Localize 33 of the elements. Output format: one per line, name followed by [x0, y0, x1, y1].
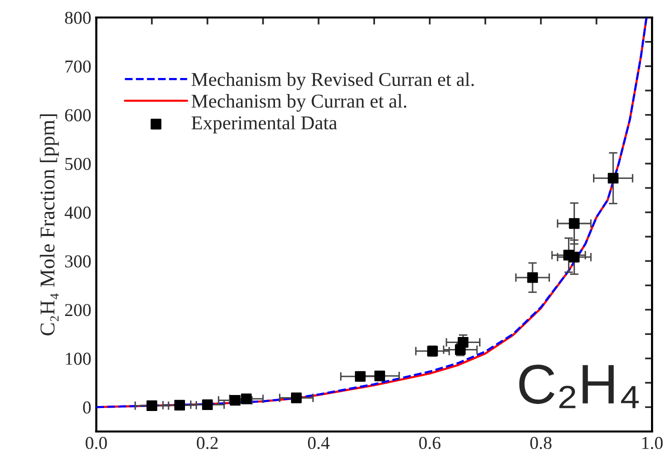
- point: [202, 399, 213, 410]
- legend-label: Mechanism by Revised Curran et al.: [192, 72, 474, 90]
- point: [354, 371, 366, 382]
- point: [527, 272, 538, 283]
- y-tick-label: 400: [64, 206, 91, 219]
- x-tick-label: 0.4: [308, 436, 330, 450]
- y-tick-label: 700: [66, 60, 91, 73]
- point: [146, 400, 158, 412]
- x-tick-label: 0.2: [196, 436, 218, 450]
- point: [568, 218, 580, 229]
- y-tick-label: 300: [65, 255, 91, 268]
- x-tick-label: 0.8: [530, 436, 552, 450]
- y-tick-label: 100: [66, 352, 91, 365]
- y-tick-label: 500: [65, 158, 91, 170]
- y-axis-title: C₂H₄ Mole Fraction [ppm]: [40, 114, 59, 336]
- point: [608, 172, 618, 184]
- x-tick-label: 1.0: [642, 436, 663, 450]
- y-tick-label: 600: [65, 109, 91, 122]
- y-tick-label: 200: [65, 304, 91, 316]
- x-tick-label: 0.6: [419, 436, 440, 450]
- point: [458, 336, 468, 348]
- point: [230, 394, 241, 406]
- point: [374, 370, 386, 382]
- legend-label: Experimental Data: [192, 116, 338, 134]
- x-tick-label: 0.0: [86, 436, 107, 450]
- point: [291, 392, 302, 404]
- legend-label: Mechanism by Curran et al.: [192, 94, 406, 112]
- y-tick-label: 0: [83, 401, 91, 414]
- point: [174, 400, 185, 411]
- y-tick-label: 800: [65, 12, 91, 24]
- point: [568, 252, 580, 262]
- point: [240, 393, 252, 404]
- annotation: C₂H₄: [519, 364, 639, 408]
